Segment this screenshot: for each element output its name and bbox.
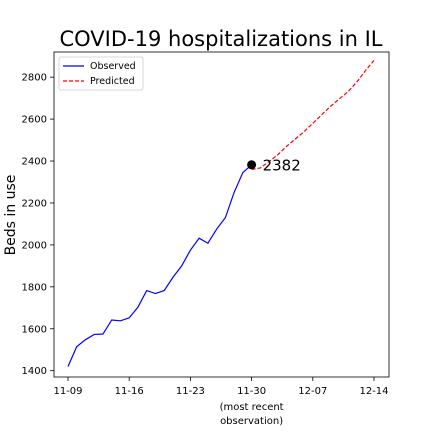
latest-observation-marker	[247, 160, 257, 170]
x-axis-ticks: 11-09 11-16 11-23 11-30 (most recent observat…	[53, 377, 389, 427]
x-tick-label: 11-30	[237, 386, 266, 397]
x-tick-label: 11-16	[115, 386, 144, 397]
series-line-predicted	[251, 60, 375, 171]
y-tick-label: 1400	[22, 366, 47, 377]
y-axis-ticks: 1400 1600 1800 2000 2200 2400 2600 2800	[22, 73, 54, 377]
plot-frame	[53, 51, 390, 378]
legend-box	[58, 56, 144, 91]
x-tick-label: 11-09	[53, 386, 82, 397]
x-tick-sublabel: (most recent	[220, 402, 284, 413]
x-tick-sublabel: observation)	[220, 416, 283, 427]
x-tick-label: 12-14	[359, 386, 388, 397]
y-tick-label: 2800	[22, 73, 47, 84]
y-axis-title: Beds in use	[3, 175, 19, 256]
y-tick-label: 2200	[22, 198, 47, 209]
series-line-observed	[67, 164, 252, 367]
x-tick-label: 12-07	[298, 386, 327, 397]
legend-label-predicted: Predicted	[90, 76, 135, 87]
latest-observation-label: 2382	[263, 156, 301, 174]
x-tick-label: 11-23	[176, 386, 205, 397]
y-tick-label: 2600	[22, 115, 47, 126]
legend: Observed Predicted	[58, 56, 144, 91]
y-tick-label: 1600	[22, 324, 47, 335]
annotation-layer: 2382	[247, 156, 301, 174]
legend-label-observed: Observed	[90, 61, 136, 72]
series-layer	[67, 60, 375, 367]
y-tick-label: 2400	[22, 157, 47, 168]
y-tick-label: 1800	[22, 282, 47, 293]
chart-title: COVID-19 hospitalizations in IL	[59, 27, 382, 51]
y-tick-label: 2000	[22, 240, 47, 251]
